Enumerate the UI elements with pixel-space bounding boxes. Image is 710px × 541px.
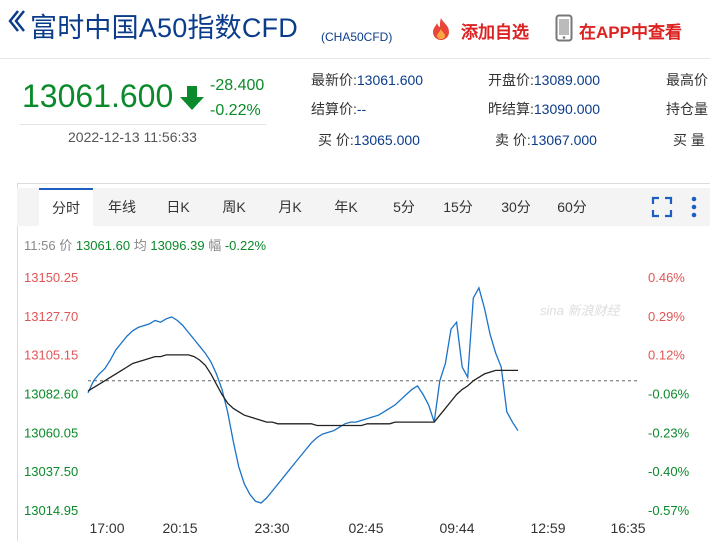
info-time: 11:56: [24, 238, 56, 253]
more-icon[interactable]: [689, 195, 699, 219]
tab-yearly-k[interactable]: 年K: [334, 199, 358, 215]
y-tick-right: -0.40%: [648, 464, 690, 479]
field-high: 最高价: [666, 70, 708, 90]
y-tick-left: 13014.95: [24, 503, 78, 518]
field-open: 开盘价:13089.000: [488, 70, 600, 90]
timestamp: 2022-12-13 11:56:33: [68, 129, 197, 145]
x-tick: 16:35: [610, 520, 645, 536]
view-in-app-button[interactable]: 在APP中查看: [579, 23, 682, 42]
tab-5min[interactable]: 5分: [393, 199, 415, 215]
field-bid: 买 价:13065.000: [318, 130, 420, 150]
tab-intraday[interactable]: 分时: [39, 188, 93, 226]
phone-icon[interactable]: [555, 14, 573, 42]
price-series-line: [87, 286, 519, 504]
field-label: 最新价:: [311, 72, 357, 88]
field-bid-vol: 买 量: [673, 130, 705, 150]
y-tick-left: 13060.05: [24, 425, 78, 440]
down-arrow-icon: [180, 86, 204, 110]
watermark: sina 新浪财经: [540, 303, 620, 318]
tab-30min[interactable]: 30分: [501, 199, 531, 215]
y-tick-right: -0.57%: [648, 503, 690, 518]
field-value: 13089.000: [533, 72, 601, 88]
y-tick-right: 0.29%: [648, 309, 685, 324]
x-tick: 17:00: [89, 520, 124, 536]
last-price: 13061.600: [22, 78, 174, 114]
field-label: 买 价:: [318, 132, 354, 148]
field-open-interest: 持仓量: [666, 99, 708, 119]
field-label: 卖 价:: [495, 132, 531, 148]
chevron-double-icon: [8, 10, 25, 32]
y-tick-left: 13037.50: [24, 464, 78, 479]
y-tick-left: 13150.25: [24, 270, 78, 285]
info-pct-label: 幅: [208, 238, 222, 253]
y-tick-left: 13082.60: [24, 387, 78, 402]
symbol-code: (CHA50CFD): [321, 30, 393, 44]
tab-daily-k[interactable]: 日K: [166, 199, 190, 215]
field-label: 最高价: [666, 72, 708, 88]
field-label: 持仓量: [666, 101, 708, 117]
field-value: --: [356, 101, 367, 117]
chart-panel: [17, 183, 710, 541]
period-tabs: 分时 年线 日K 周K 月K 年K 5分 15分 30分 60分: [17, 188, 710, 226]
y-tick-left: 13127.70: [24, 309, 78, 324]
page-title: 富时中国A50指数CFD: [30, 13, 298, 43]
tab-year-line[interactable]: 年线: [108, 199, 136, 215]
chart-infoline: 11:56 价 13061.60 均 13096.39 幅 -0.22%: [24, 235, 266, 254]
info-pct: -0.22%: [224, 238, 267, 253]
change-value: -28.400: [210, 77, 265, 94]
y-tick-right: 0.12%: [648, 348, 685, 363]
x-tick: 12:59: [530, 520, 565, 536]
fullscreen-icon[interactable]: [651, 196, 673, 218]
field-value: 13061.600: [356, 72, 424, 88]
fire-icon[interactable]: [428, 16, 454, 42]
price-divider: [20, 124, 266, 125]
add-favorite-button[interactable]: 添加自选: [461, 23, 529, 42]
x-tick: 02:45: [348, 520, 383, 536]
tab-weekly-k[interactable]: 周K: [222, 199, 246, 215]
tab-15min[interactable]: 15分: [443, 199, 473, 215]
field-latest: 最新价:13061.600: [311, 70, 423, 90]
tab-60min[interactable]: 60分: [557, 199, 587, 215]
info-avg-label: 均: [133, 238, 147, 253]
field-value: 13090.000: [533, 101, 601, 117]
field-prev-settle: 昨结算:13090.000: [488, 99, 600, 119]
field-settle: 结算价:--: [311, 99, 366, 119]
tab-monthly-k[interactable]: 月K: [278, 199, 302, 215]
price-change: -28.400 -0.22%: [210, 73, 264, 123]
y-tick-right: -0.06%: [648, 387, 690, 402]
info-price: 13061.60: [75, 238, 131, 253]
field-value: 13067.000: [530, 132, 597, 148]
field-ask: 卖 价:13067.000: [495, 130, 597, 150]
field-label: 结算价:: [311, 101, 357, 117]
y-tick-right: -0.23%: [648, 425, 690, 440]
field-value: 13065.000: [353, 132, 420, 148]
field-label: 买 量: [673, 132, 705, 148]
average-series-line: [87, 354, 518, 427]
x-tick: 23:30: [254, 520, 289, 536]
x-tick: 20:15: [162, 520, 197, 536]
x-tick: 09:44: [439, 520, 474, 536]
field-label: 开盘价:: [488, 72, 534, 88]
header-divider: [0, 58, 710, 59]
change-percent: -0.22%: [210, 102, 261, 119]
info-price-label: 价: [59, 238, 73, 253]
info-avg: 13096.39: [150, 238, 205, 253]
y-tick-left: 13105.15: [24, 348, 78, 363]
field-label: 昨结算:: [488, 101, 534, 117]
y-tick-right: 0.46%: [648, 270, 685, 285]
